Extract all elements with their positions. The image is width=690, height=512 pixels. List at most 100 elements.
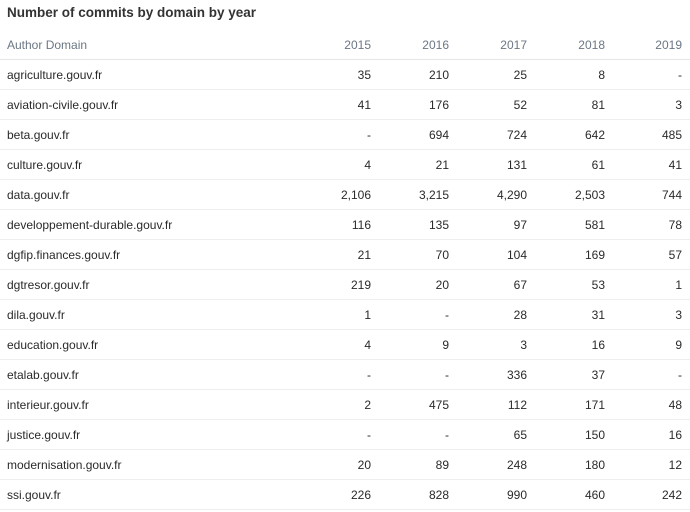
- commit-count-cell: 1: [300, 299, 378, 330]
- commit-count-cell: 642: [534, 119, 612, 150]
- column-header[interactable]: 2015: [300, 30, 378, 60]
- column-header[interactable]: 2017: [456, 30, 534, 60]
- commit-count-cell: 176: [378, 89, 456, 120]
- commit-count-cell: 4,290: [456, 179, 534, 210]
- commit-count-cell: 248: [456, 449, 534, 480]
- commit-count-cell: 97: [456, 209, 534, 240]
- domain-cell: education.gouv.fr: [0, 329, 300, 360]
- commit-count-cell: 16: [534, 329, 612, 360]
- commit-count-cell: 694: [378, 119, 456, 150]
- domain-cell: culture.gouv.fr: [0, 149, 300, 180]
- table-row: dgfip.finances.gouv.fr 21 70 104 169 57: [0, 239, 690, 270]
- table-row: interieur.gouv.fr 2 475 112 171 48: [0, 389, 690, 420]
- commit-count-cell: 61: [534, 149, 612, 180]
- commit-count-cell: 131: [456, 149, 534, 180]
- commit-count-cell: 150: [534, 419, 612, 450]
- commit-count-cell: 104: [456, 239, 534, 270]
- commit-count-cell: 112: [456, 389, 534, 420]
- table-row: culture.gouv.fr 4 21 131 61 41: [0, 149, 690, 180]
- table-row: dgtresor.gouv.fr 219 20 67 53 1: [0, 269, 690, 300]
- column-header[interactable]: 2016: [378, 30, 456, 60]
- commit-count-cell: 460: [534, 479, 612, 510]
- commit-count-cell: 2: [300, 389, 378, 420]
- column-header[interactable]: 2019: [612, 30, 690, 60]
- domain-cell: data.gouv.fr: [0, 179, 300, 210]
- commit-count-cell: 53: [534, 269, 612, 300]
- commit-count-cell: 28: [456, 299, 534, 330]
- domain-cell: dgfip.finances.gouv.fr: [0, 239, 300, 270]
- commit-count-cell: 210: [378, 59, 456, 90]
- table-header-row: Author Domain 2015 2016 2017 2018 2019: [0, 30, 690, 60]
- commit-count-cell: 25: [456, 59, 534, 90]
- commit-count-cell: 9: [612, 329, 690, 360]
- column-header[interactable]: Author Domain: [0, 30, 300, 60]
- commit-count-cell: 581: [534, 209, 612, 240]
- table-row: developpement-durable.gouv.fr 116 135 97 581…: [0, 209, 690, 240]
- commit-count-cell: 78: [612, 209, 690, 240]
- commit-count-cell: 226: [300, 479, 378, 510]
- commit-count-cell: 31: [534, 299, 612, 330]
- commit-count-cell: -: [300, 419, 378, 450]
- table-row: modernisation.gouv.fr 20 89 248 180 12: [0, 449, 690, 480]
- commit-count-cell: -: [612, 59, 690, 90]
- commit-count-cell: 3: [612, 299, 690, 330]
- commit-count-cell: 12: [612, 449, 690, 480]
- chart-title: Number of commits by domain by year: [7, 5, 257, 20]
- commit-count-cell: 57: [612, 239, 690, 270]
- commit-count-cell: 65: [456, 419, 534, 450]
- domain-cell: justice.gouv.fr: [0, 419, 300, 450]
- commit-count-cell: 116: [300, 209, 378, 240]
- commit-count-cell: 70: [378, 239, 456, 270]
- column-header[interactable]: 2018: [534, 30, 612, 60]
- commit-count-cell: 219: [300, 269, 378, 300]
- commit-count-cell: 3: [456, 329, 534, 360]
- commit-count-cell: 2,503: [534, 179, 612, 210]
- commit-count-cell: 169: [534, 239, 612, 270]
- commit-count-cell: 990: [456, 479, 534, 510]
- commit-count-cell: 724: [456, 119, 534, 150]
- commit-count-cell: 16: [612, 419, 690, 450]
- commit-count-cell: 485: [612, 119, 690, 150]
- table-row: education.gouv.fr 4 9 3 16 9: [0, 329, 690, 360]
- domain-cell: dila.gouv.fr: [0, 299, 300, 330]
- commit-count-cell: 336: [456, 359, 534, 390]
- domain-cell: dgtresor.gouv.fr: [0, 269, 300, 300]
- domain-cell: ssi.gouv.fr: [0, 479, 300, 510]
- domain-cell: aviation-civile.gouv.fr: [0, 89, 300, 120]
- commit-count-cell: 21: [300, 239, 378, 270]
- commit-count-cell: -: [378, 419, 456, 450]
- commit-count-cell: 1: [612, 269, 690, 300]
- commit-count-cell: 35: [300, 59, 378, 90]
- commit-count-cell: 828: [378, 479, 456, 510]
- commit-count-cell: 135: [378, 209, 456, 240]
- commit-count-cell: 37: [534, 359, 612, 390]
- commit-count-cell: 20: [300, 449, 378, 480]
- commit-count-cell: 52: [456, 89, 534, 120]
- commit-count-cell: 4: [300, 329, 378, 360]
- domain-cell: modernisation.gouv.fr: [0, 449, 300, 480]
- commit-count-cell: 20: [378, 269, 456, 300]
- table-row: justice.gouv.fr - -65 150 16: [0, 419, 690, 450]
- commit-count-cell: 89: [378, 449, 456, 480]
- domain-cell: agriculture.gouv.fr: [0, 59, 300, 90]
- commit-count-cell: 9: [378, 329, 456, 360]
- commit-count-cell: 3: [612, 89, 690, 120]
- table-row: aviation-civile.gouv.fr 41 176 52 81 3: [0, 89, 690, 120]
- commit-count-cell: 41: [612, 149, 690, 180]
- commit-count-cell: 180: [534, 449, 612, 480]
- commit-count-cell: 242: [612, 479, 690, 510]
- commit-count-cell: -: [378, 299, 456, 330]
- commit-count-cell: 8: [534, 59, 612, 90]
- commit-count-cell: -: [612, 359, 690, 390]
- commit-count-cell: 475: [378, 389, 456, 420]
- domain-cell: etalab.gouv.fr: [0, 359, 300, 390]
- commit-count-cell: -: [378, 359, 456, 390]
- table-row: beta.gouv.fr -694 724 642 485: [0, 119, 690, 150]
- table-row: data.gouv.fr 2,106 3,215 4,290 2,503 744: [0, 179, 690, 210]
- commit-count-cell: 4: [300, 149, 378, 180]
- domain-cell: beta.gouv.fr: [0, 119, 300, 150]
- commit-count-cell: 67: [456, 269, 534, 300]
- commit-count-cell: 48: [612, 389, 690, 420]
- domain-cell: interieur.gouv.fr: [0, 389, 300, 420]
- commit-count-cell: 41: [300, 89, 378, 120]
